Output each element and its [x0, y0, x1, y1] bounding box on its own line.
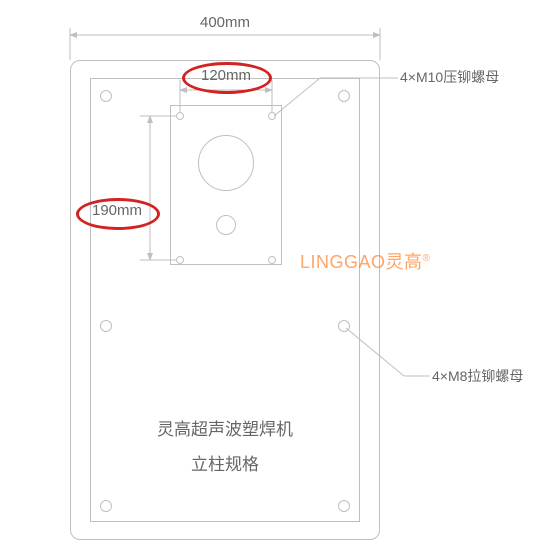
- dim-400mm: 400mm: [180, 14, 270, 31]
- center-large-hole: [198, 135, 254, 191]
- highlight-120mm: [182, 62, 272, 94]
- watermark-reg: ®: [423, 253, 431, 264]
- watermark-linggao: LINGGAO灵高®: [300, 248, 430, 274]
- m8-hole: [100, 90, 112, 102]
- title-line2: 立柱规格: [90, 450, 360, 475]
- m10-hole: [176, 256, 184, 264]
- m10-hole: [268, 256, 276, 264]
- welder-column-spec-diagram: 400mm 120mm 190mm 4×M10压铆螺母 4×M8拉铆螺母 灵高超…: [0, 0, 551, 543]
- m10-hole: [176, 112, 184, 120]
- m8-hole: [338, 90, 350, 102]
- watermark-text: LINGGAO灵高: [300, 252, 423, 272]
- m8-hole: [338, 320, 350, 332]
- annot-m10: 4×M10压铆螺母: [400, 67, 499, 87]
- m8-hole: [338, 500, 350, 512]
- m10-hole: [268, 112, 276, 120]
- title-line1: 灵高超声波塑焊机: [90, 415, 360, 440]
- highlight-190mm: [76, 198, 160, 230]
- m8-hole: [100, 500, 112, 512]
- center-small-hole: [216, 215, 236, 235]
- m8-hole: [100, 320, 112, 332]
- annot-m8: 4×M8拉铆螺母: [432, 366, 523, 386]
